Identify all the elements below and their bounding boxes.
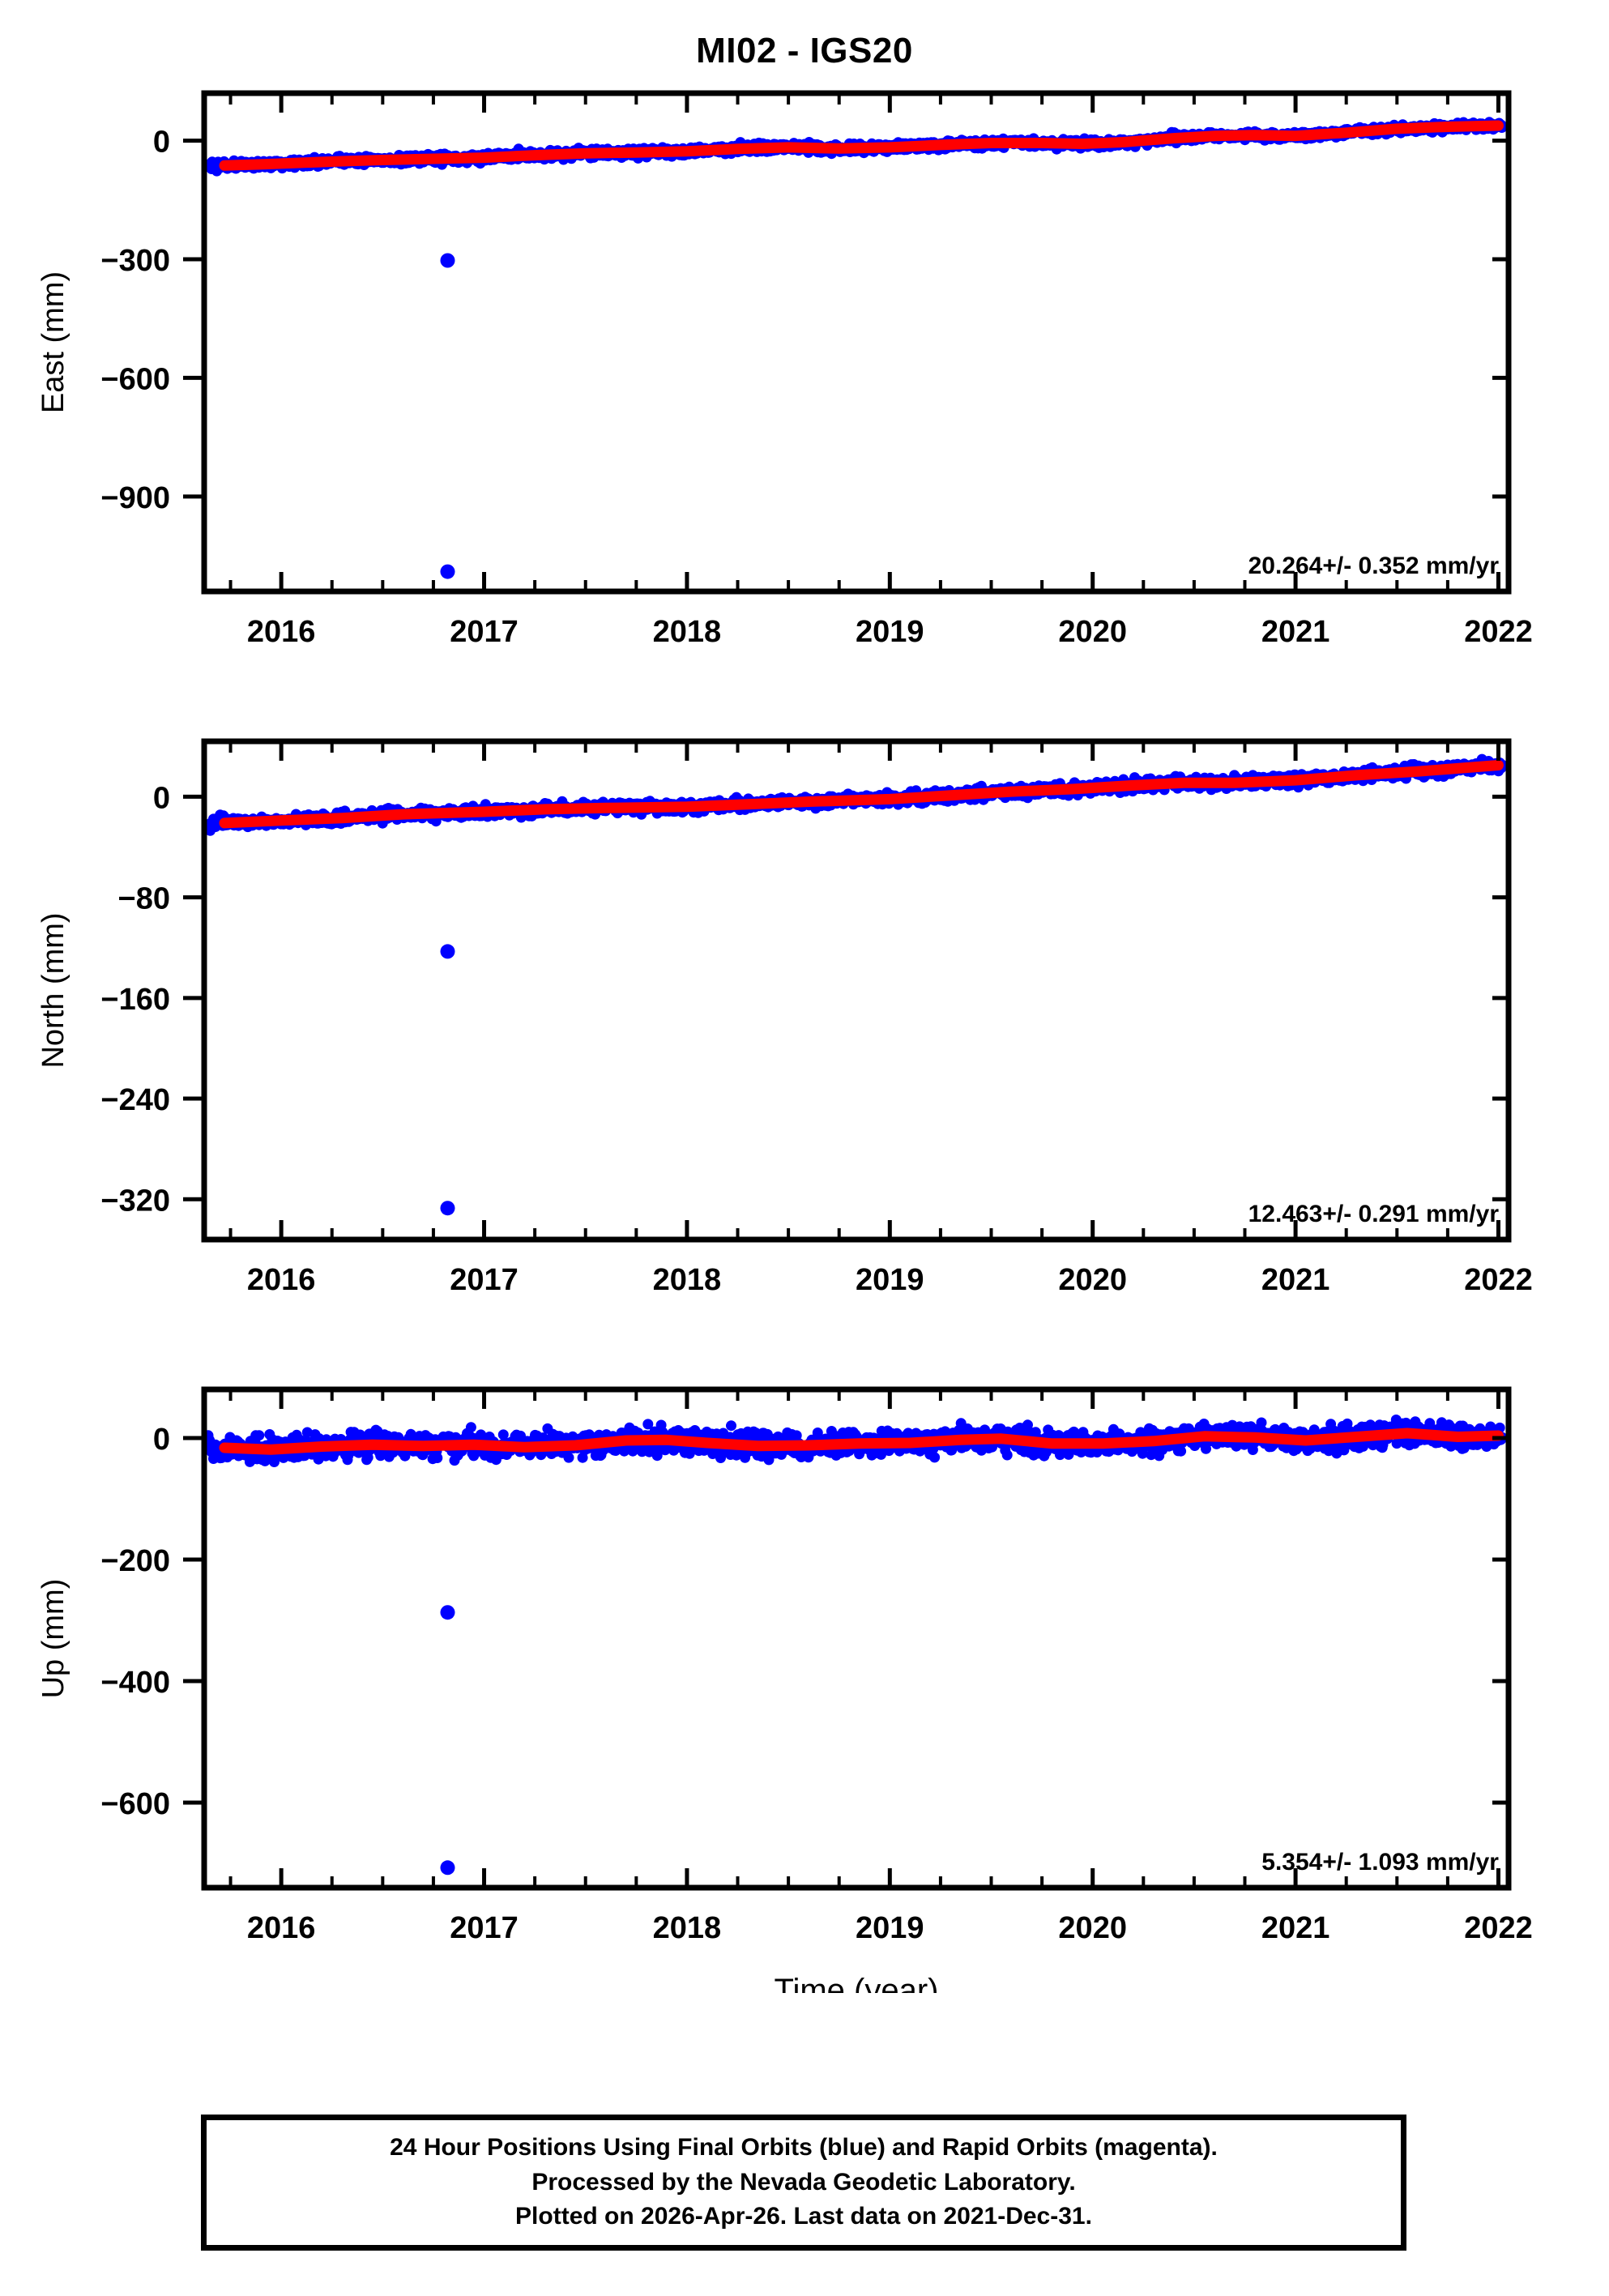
x-tick-label: 2021 bbox=[1261, 615, 1330, 649]
y-tick-label: −600 bbox=[100, 1787, 170, 1821]
x-tick-label: 2019 bbox=[856, 615, 924, 649]
x-tick-label: 2022 bbox=[1464, 615, 1533, 649]
y-tick-label: −320 bbox=[100, 1184, 170, 1218]
plot-frame bbox=[201, 90, 1512, 595]
rate-annotation: 5.354+/- 1.093 mm/yr bbox=[1261, 1849, 1499, 1876]
x-axis: 2016 2017 2018 2019 2020 2021 2022 bbox=[228, 93, 1533, 649]
y-axis: 0 −300 −600 −900 bbox=[100, 126, 1509, 515]
footer-line-1: 24 Hour Positions Using Final Orbits (bl… bbox=[390, 2134, 1218, 2162]
y-tick-label: −600 bbox=[100, 362, 170, 396]
outlier-point bbox=[440, 1605, 455, 1620]
x-tick-label: 2022 bbox=[1464, 1263, 1533, 1297]
outlier-point bbox=[440, 1201, 455, 1216]
y-tick-label: −160 bbox=[100, 983, 170, 1017]
x-tick-label: 2020 bbox=[1058, 1263, 1127, 1297]
y-tick-label: −400 bbox=[100, 1666, 170, 1700]
north-component-plot: 2016 2017 2018 2019 2020 2021 2022 0 −80 −160 −240… bbox=[36, 738, 1533, 1297]
outlier-point bbox=[440, 564, 455, 579]
y-tick-label: 0 bbox=[153, 781, 170, 815]
x-tick-label: 2016 bbox=[247, 1263, 316, 1297]
y-tick-label: −300 bbox=[100, 244, 170, 278]
x-tick-label: 2017 bbox=[450, 1263, 519, 1297]
panel-up: 2016 2017 2018 2019 2020 2021 2022 0 −200 −400 −60… bbox=[0, 1345, 1609, 1993]
plot-frame bbox=[201, 738, 1512, 1243]
trend-line bbox=[219, 1428, 1504, 1455]
x-tick-label: 2016 bbox=[247, 1911, 316, 1945]
x-tick-label: 2017 bbox=[450, 615, 519, 649]
trend-line bbox=[219, 120, 1504, 171]
x-tick-label: 2019 bbox=[856, 1263, 924, 1297]
x-tick-label: 2018 bbox=[653, 1263, 722, 1297]
y-axis: 0 −80 −160 −240 −320 bbox=[100, 781, 1509, 1218]
north-component-axis-title: North (mm) bbox=[36, 912, 70, 1068]
east-component-plot: 2016 2017 2018 2019 2020 2021 2022 0 −300 −600 −90… bbox=[36, 90, 1533, 649]
x-axis: 2016 2017 2018 2019 2020 2021 2022 bbox=[228, 1389, 1533, 1945]
y-tick-label: 0 bbox=[153, 1423, 170, 1457]
up-component-axis-title: Up (mm) bbox=[36, 1579, 70, 1699]
y-axis: 0 −200 −400 −600 bbox=[100, 1423, 1509, 1821]
east-component-data-layer bbox=[204, 117, 1508, 579]
plot-frame bbox=[201, 1386, 1512, 1891]
rate-annotation: 20.264+/- 0.352 mm/yr bbox=[1248, 553, 1500, 579]
outlier-points bbox=[440, 944, 455, 1216]
y-tick-label: −200 bbox=[100, 1544, 170, 1578]
east-component-axis-title: East (mm) bbox=[36, 271, 70, 413]
x-tick-label: 2016 bbox=[247, 615, 316, 649]
trend-line bbox=[219, 760, 1504, 829]
outlier-points bbox=[440, 1605, 455, 1876]
page-title: MI02 - IGS20 bbox=[696, 31, 913, 70]
footer-line-3: Plotted on 2026-Apr-26. Last data on 202… bbox=[515, 2203, 1092, 2230]
x-tick-label: 2019 bbox=[856, 1911, 924, 1945]
outlier-point bbox=[440, 944, 455, 959]
x-tick-label: 2017 bbox=[450, 1911, 519, 1945]
x-axis-title: Time (year) bbox=[775, 1973, 939, 1993]
data-points-final-orbits bbox=[204, 753, 1508, 836]
scatter-blob bbox=[204, 753, 1508, 836]
footer-line-2: Processed by the Nevada Geodetic Laborat… bbox=[531, 2168, 1076, 2196]
panel-north: 2016 2017 2018 2019 2020 2021 2022 0 −80 −160 −240… bbox=[0, 697, 1609, 1345]
up-component-data-layer bbox=[204, 1415, 1508, 1876]
outlier-points bbox=[440, 253, 455, 579]
y-tick-label: −240 bbox=[100, 1083, 170, 1117]
x-tick-label: 2022 bbox=[1464, 1911, 1533, 1945]
panel-east: 2016 2017 2018 2019 2020 2021 2022 0 −300 −600 −90… bbox=[0, 49, 1609, 697]
x-tick-label: 2018 bbox=[653, 615, 722, 649]
north-component-data-layer bbox=[204, 753, 1508, 1216]
x-axis: 2016 2017 2018 2019 2020 2021 2022 bbox=[228, 741, 1533, 1297]
footer-note-box: 24 Hour Positions Using Final Orbits (bl… bbox=[201, 2115, 1406, 2251]
x-tick-label: 2020 bbox=[1058, 615, 1127, 649]
outlier-point bbox=[440, 1860, 455, 1876]
x-tick-label: 2021 bbox=[1261, 1911, 1330, 1945]
y-tick-label: −900 bbox=[100, 481, 170, 515]
outlier-point bbox=[440, 253, 455, 268]
x-tick-label: 2020 bbox=[1058, 1911, 1127, 1945]
y-tick-label: −80 bbox=[118, 882, 170, 916]
x-tick-label: 2021 bbox=[1261, 1263, 1330, 1297]
y-tick-label: 0 bbox=[153, 126, 170, 160]
rate-annotation: 12.463+/- 0.291 mm/yr bbox=[1248, 1201, 1500, 1227]
x-tick-label: 2018 bbox=[653, 1911, 722, 1945]
up-component-plot: 2016 2017 2018 2019 2020 2021 2022 0 −200 −400 −60… bbox=[36, 1386, 1533, 1993]
